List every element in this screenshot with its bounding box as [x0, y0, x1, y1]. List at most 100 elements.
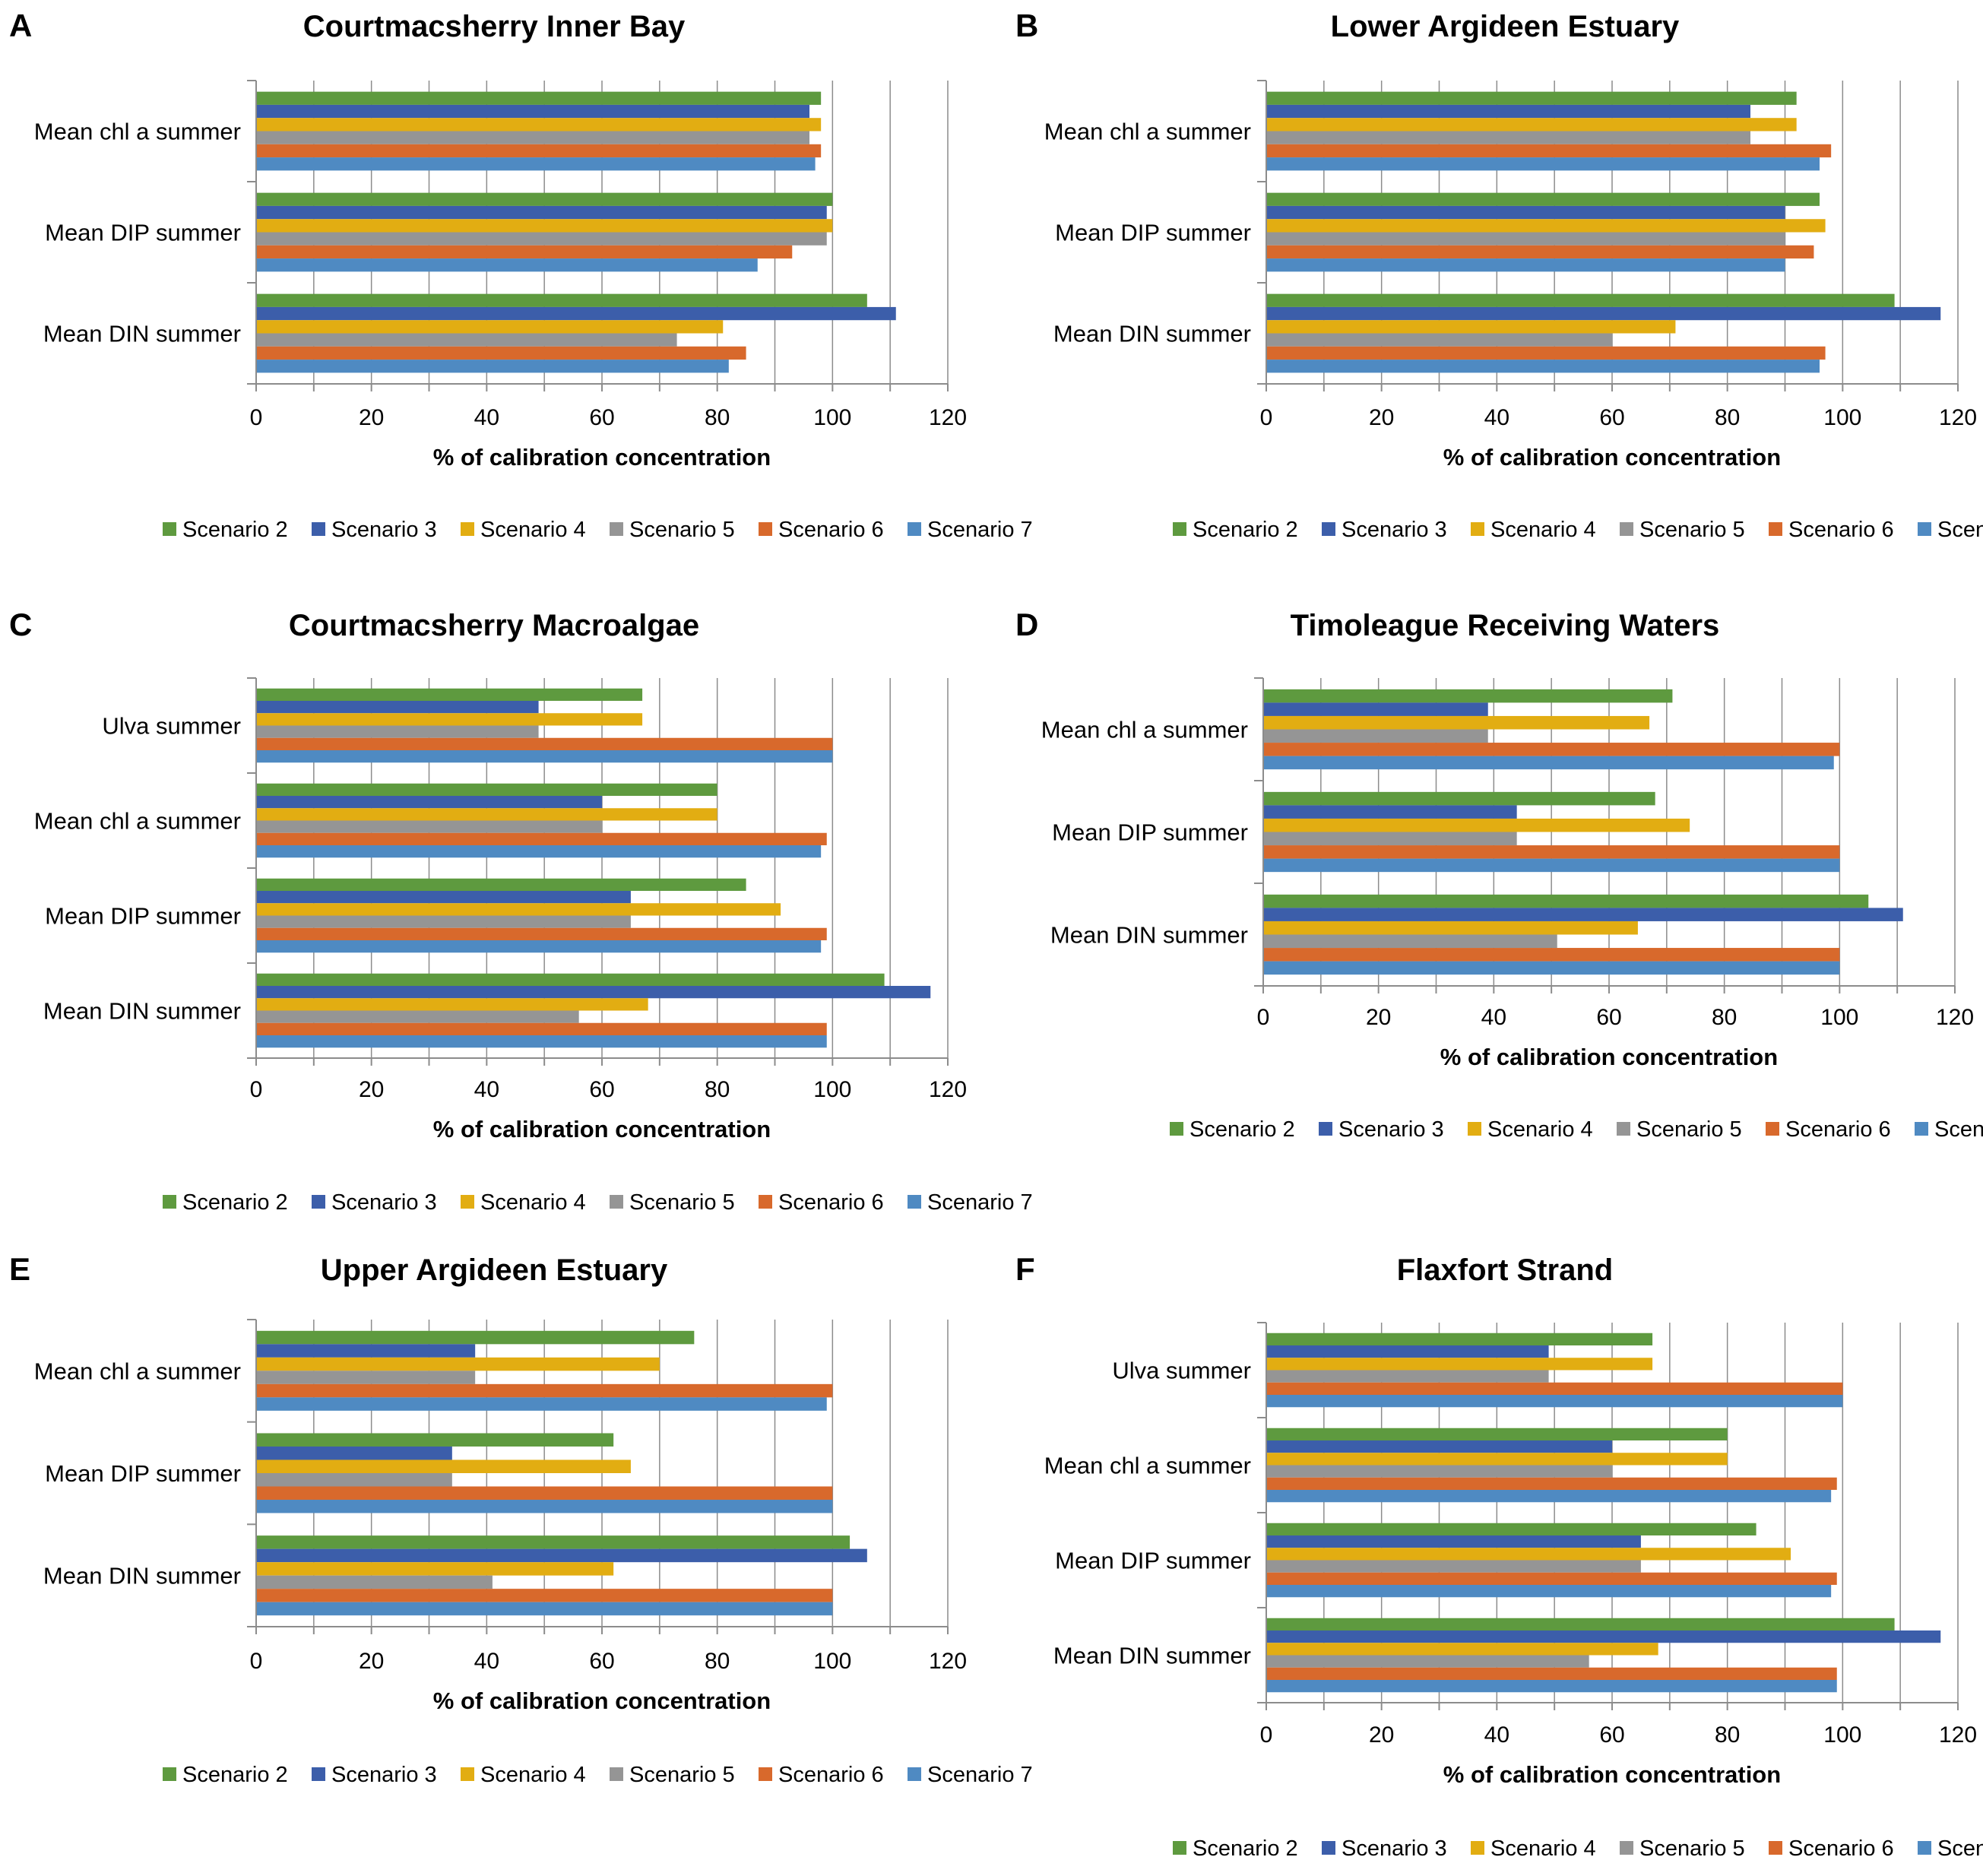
legend-swatch: [759, 1195, 772, 1209]
x-tick-label: 20: [359, 405, 384, 430]
x-tick-label: 20: [1369, 1722, 1394, 1748]
category-label: Mean DIN summer: [43, 1563, 241, 1589]
category-label: Ulva summer: [102, 713, 241, 740]
x-tick-label: 80: [1715, 405, 1740, 430]
bar-scenario-6: Scenario 6 — Mean DIN summer: 100: [1263, 948, 1840, 962]
bar-scenario-7: Scenario 7 — Mean DIN summer: 99: [1266, 1680, 1837, 1693]
bar-scenario-5: Scenario 5 — Mean chl a summer: 39: [1263, 729, 1488, 743]
category-label: Mean DIP summer: [45, 220, 241, 246]
x-tick-label: 100: [813, 1077, 851, 1102]
bar-scenario-2: Scenario 2 — Mean DIN summer: 105: [1263, 894, 1869, 908]
bar-scenario-5: Scenario 5 — Ulva summer: 49: [256, 725, 539, 738]
x-axis-title: % of calibration concentration: [433, 1116, 771, 1142]
bar-scenario-5: Scenario 5 — Mean DIN summer: 51: [1263, 934, 1557, 949]
x-tick-label: 40: [474, 405, 499, 430]
category-label: Mean chl a summer: [1044, 1453, 1251, 1479]
bar-scenario-5: Scenario 5 — Mean chl a summer: 60: [1266, 1465, 1612, 1478]
x-tick-label: 60: [589, 1649, 614, 1674]
x-tick-label: 40: [1481, 1005, 1506, 1030]
bar-scenario-3: Scenario 3 — Mean DIP summer: 90: [1266, 205, 1785, 220]
x-tick-label: 40: [474, 1649, 499, 1674]
legend-swatch: [461, 1195, 474, 1209]
bar-scenario-6: Scenario 6 — Ulva summer: 100: [1266, 1382, 1843, 1395]
legend-swatch: [759, 1767, 772, 1781]
bar-scenario-4: Scenario 4 — Mean DIN summer: 68: [256, 998, 648, 1011]
legend-label: Scenario 7: [1937, 518, 1983, 542]
bar-scenario-7: Scenario 7 — Mean DIP summer: 90: [1266, 258, 1785, 272]
legend-swatch: [1617, 1122, 1630, 1136]
bar-scenario-3: Scenario 3 — Mean DIP summer: 44: [1263, 805, 1517, 819]
x-tick-label: 100: [813, 1649, 851, 1674]
legend-swatch: [1620, 1841, 1633, 1855]
category-label: Mean chl a summer: [1044, 119, 1251, 145]
category-label: Mean DIN summer: [1053, 1643, 1251, 1669]
bar-scenario-6: Scenario 6 — Mean DIP summer: 93: [256, 245, 793, 259]
chart-panel-a: A Courtmacsherry Inner Bay Scenario 2 — Me…: [9, 8, 1033, 542]
bar-scenario-3: Scenario 3 — Mean chl a summer: 60: [1266, 1440, 1612, 1453]
legend-label: Scenario 3: [1338, 1117, 1444, 1142]
bar-scenario-3: Scenario 3 — Mean chl a summer: 84: [1266, 104, 1750, 119]
x-axis-title: % of calibration concentration: [1443, 444, 1781, 471]
bar-scenario-5: Scenario 5 — Mean chl a summer: 60: [256, 820, 602, 833]
legend-label: Scenario 6: [778, 1763, 884, 1787]
legend-label: Scenario 4: [480, 1190, 586, 1215]
legend-label: Scenario 3: [1342, 518, 1447, 542]
legend-label: Scenario 4: [480, 518, 586, 542]
bar-scenario-4: Scenario 4 — Mean DIN summer: 71: [1266, 320, 1676, 334]
bar-scenario-3: Scenario 3 — Ulva summer: 49: [1266, 1345, 1549, 1358]
legend-label: Scenario 6: [778, 518, 884, 542]
x-tick-label: 60: [1599, 1722, 1624, 1748]
bar-scenario-5: Scenario 5 — Mean DIN summer: 56: [1266, 1655, 1589, 1668]
legend-label: Scenario 5: [629, 1190, 735, 1215]
x-tick-label: 120: [929, 405, 967, 430]
x-axis-title: % of calibration concentration: [1443, 1761, 1781, 1788]
bar-scenario-4: Scenario 4 — Mean DIP summer: 97: [1266, 219, 1826, 233]
bar-scenario-4: Scenario 4 — Mean DIN summer: 81: [256, 320, 724, 334]
bar-scenario-7: Scenario 7 — Mean DIN summer: 100: [256, 1602, 833, 1616]
legend-label: Scenario 4: [480, 1763, 586, 1787]
category-label: Mean DIP summer: [45, 903, 241, 930]
bar-scenario-6: Scenario 6 — Mean chl a summer: 99: [256, 832, 827, 845]
category-label: Mean chl a summer: [34, 1358, 241, 1384]
legend-label: Scenario 3: [331, 1763, 437, 1787]
chart-title: Courtmacsherry Macroalgae: [289, 609, 699, 642]
x-tick-label: 80: [705, 1077, 730, 1102]
bar-scenario-2: Scenario 2 — Mean chl a summer: 76: [256, 1330, 695, 1345]
bar-scenario-3: Scenario 3 — Ulva summer: 49: [256, 701, 539, 714]
bar-scenario-3: Scenario 3 — Mean DIN summer: 111: [256, 306, 896, 321]
bar-scenario-2: Scenario 2 — Mean DIN summer: 103: [256, 1535, 851, 1549]
legend: Scenario 2 Scenario 3 Scenario 4 Scenario 5…: [1170, 1117, 1983, 1142]
legend-label: Scenario 6: [1785, 1117, 1891, 1142]
legend-swatch: [610, 1767, 623, 1781]
bar-scenario-4: Scenario 4 — Mean chl a summer: 98: [256, 118, 822, 132]
chart-panel-f: F Flaxfort Strand Scenario 2 — Ulva summer…: [1015, 1251, 1983, 1861]
bar-scenario-3: Scenario 3 — Mean chl a summer: 60: [256, 796, 602, 809]
bar-scenario-5: Scenario 5 — Mean DIP summer: 34: [256, 1473, 452, 1487]
legend-swatch: [1468, 1122, 1481, 1136]
category-label: Mean DIN summer: [43, 998, 241, 1025]
legend-label: Scenario 6: [778, 1190, 884, 1215]
bar-scenario-4: Scenario 4 — Mean DIN summer: 65: [1263, 921, 1638, 935]
category-label: Mean DIN summer: [43, 321, 241, 347]
x-tick-label: 20: [359, 1649, 384, 1674]
bar-scenario-4: Scenario 4 — Mean DIP summer: 74: [1263, 818, 1690, 832]
legend-swatch: [908, 522, 921, 536]
bar-scenario-5: Scenario 5 — Mean DIP summer: 65: [256, 915, 631, 928]
bar-scenario-6: Scenario 6 — Mean chl a summer: 100: [1263, 743, 1840, 756]
legend-swatch: [461, 1767, 474, 1781]
x-tick-label: 60: [589, 405, 614, 430]
bar-scenario-7: Scenario 7 — Mean DIN summer: 99: [256, 1035, 827, 1048]
x-tick-label: 20: [359, 1077, 384, 1102]
legend-swatch: [908, 1767, 921, 1781]
bar-scenario-4: Scenario 4 — Mean DIP summer: 91: [1266, 1548, 1791, 1561]
bar-scenario-2: Scenario 2 — Mean DIP summer: 85: [1266, 1523, 1757, 1535]
x-tick-label: 60: [1599, 405, 1624, 430]
bar-scenario-4: Scenario 4 — Mean DIP summer: 91: [256, 903, 781, 916]
bar-scenario-3: Scenario 3 — Mean DIN summer: 117: [1266, 1630, 1941, 1643]
legend-label: Scenario 6: [1788, 518, 1894, 542]
legend-swatch: [312, 1767, 325, 1781]
legend-swatch: [163, 1195, 176, 1209]
bar-scenario-2: Scenario 2 — Mean chl a summer: 98: [256, 91, 822, 105]
bar-scenario-6: Scenario 6 — Mean DIP summer: 99: [1266, 1572, 1837, 1585]
legend-label: Scenario 3: [331, 518, 437, 542]
